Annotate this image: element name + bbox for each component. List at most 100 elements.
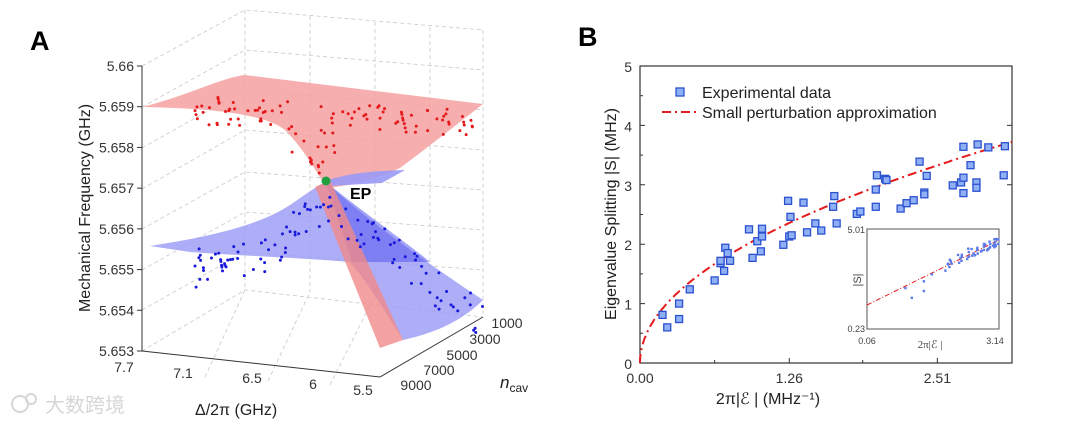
data-point [1000,142,1010,151]
upper-branch-point [194,113,198,117]
lower-branch-point [304,230,308,234]
upper-branch-point [215,123,219,127]
upper-branch-point [341,110,345,114]
inset-x-tick: 0.06 [858,336,876,346]
lower-branch-point [392,241,396,245]
data-point [920,190,929,199]
lower-branch-point [280,255,284,259]
upper-branch-point [258,119,262,123]
inset-point [994,244,997,248]
lower-branch-point [391,261,395,265]
upper-branch-point [350,116,354,120]
lower-branch-point [463,296,467,300]
lower-branch-point [303,205,307,209]
data-point [896,204,905,213]
inset-frame [866,228,1000,330]
upper-branch-point [378,116,382,120]
upper-branch-point [319,128,323,132]
upper-branch-point [302,139,306,143]
ncav-tick-label: 3000 [469,331,500,347]
z-tick-label: 5.658 [99,139,134,155]
lower-branch-point [358,245,362,249]
upper-branch-point [228,107,232,111]
inset-point [976,246,979,249]
lower-branch-point [318,205,322,209]
lower-branch-point [213,252,217,256]
lower-branch-point [297,212,301,216]
data-point [973,140,982,149]
data-point [902,199,911,208]
upper-branch-point [319,105,323,109]
data-point [811,219,820,228]
x-tick-label: 7.7 [114,359,134,375]
inset-y-label: |S| [852,273,864,286]
upper-branch-point [287,127,291,131]
lower-branch-point [285,225,289,229]
inset-point [956,253,960,257]
inset-point [993,243,996,246]
upper-surface [142,75,483,188]
upper-branch-point [441,132,445,136]
lower-branch-point [280,232,284,236]
data-point [909,196,918,205]
lower-branch-point [344,207,348,211]
x-tick-label: 6 [309,376,317,392]
data-point [756,247,765,256]
upper-branch-point [257,106,261,110]
inset-x-tick: 3.14 [986,336,1004,346]
panel-a-3d-plot: EP 5.665.6595.6585.6575.6565.6555.6545.6… [77,9,528,419]
upper-branch-point [365,117,369,121]
upper-branch-point [403,126,407,130]
upper-branch-point [323,131,327,135]
inset-point [973,254,977,257]
z-tick-label: 5.656 [99,221,134,237]
lower-branch-point [202,268,206,272]
upper-branch-point [469,118,473,122]
inset-point [967,250,971,254]
legend-marker-square [675,87,685,97]
upper-branch-point [413,130,417,134]
upper-branch-point [324,145,328,149]
lower-branch-point [346,237,350,241]
upper-branch-point [400,112,404,116]
inset-point [960,259,963,263]
z-tick-label: 5.659 [99,99,134,115]
inset-point [948,258,952,261]
ncav-tick-label: 9000 [400,377,431,393]
data-point [915,157,924,166]
upper-branch-point [470,125,474,129]
lower-branch-point [303,202,307,206]
upper-branch-point [200,104,204,108]
fit-curve [639,141,1013,363]
data-point [716,256,725,265]
inset-point [997,242,1000,246]
upper-branch-point [321,160,325,164]
inset-point [980,249,983,253]
y-tick-label: 4 [624,118,632,134]
watermark-text: 大数跨境 [45,394,125,417]
lower-branch-point [415,254,419,258]
upper-branch-point [217,101,221,105]
lower-branch-point [232,245,236,249]
lower-branch-point [284,246,288,250]
lower-branch-point [359,232,363,236]
data-point [922,171,931,181]
lower-branch-point [317,225,321,229]
data-point [948,181,957,190]
upper-branch-point [270,109,274,113]
data-point [674,314,684,324]
lower-branch-point [194,285,198,289]
upper-branch-point [316,145,320,149]
upper-branch-point [290,150,294,154]
data-point [753,237,762,246]
data-point [710,276,719,285]
inset-point [982,248,985,252]
lower-branch-point [337,214,341,218]
z-tick-label: 5.653 [99,343,134,359]
inset-chart: 5.01 0.23 0.06 3.14 |S| 2π|ℰ | [847,225,1003,351]
data-point [744,225,754,234]
upper-branch-point [414,124,418,128]
lower-branch-point [480,304,484,308]
upper-branch-point [278,104,282,108]
lower-branch-point [315,205,319,209]
